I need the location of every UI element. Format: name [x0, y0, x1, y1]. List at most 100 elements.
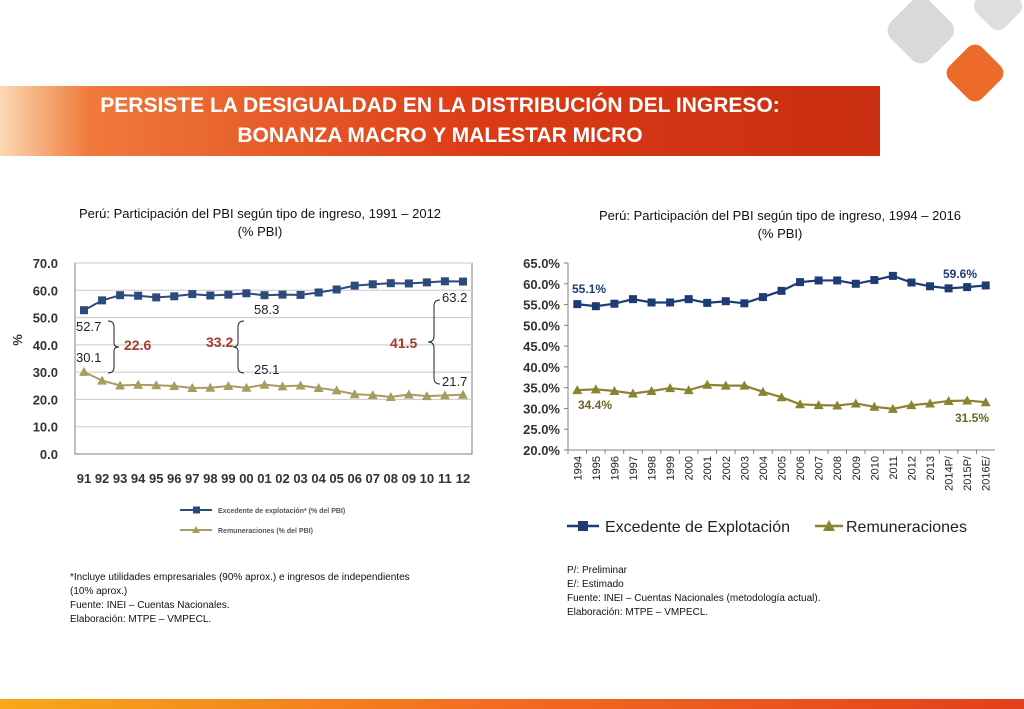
data-point-excedente — [458, 277, 467, 286]
data-point-excedente — [152, 293, 161, 302]
x-tick-label: 92 — [95, 471, 109, 486]
x-tick-label: 2015P/ — [962, 455, 974, 491]
right-chart-title-line1: Perú: Participación del PBI según tipo d… — [598, 208, 962, 223]
x-tick-label: 2006 — [795, 456, 807, 480]
legend-label: Excedente de explotación* (% del PBI) — [218, 508, 345, 515]
data-point-remuneraciones — [850, 398, 861, 408]
data-point-excedente — [98, 296, 107, 305]
right-chart: 20.0% 25.0% 30.0% 35.0% 40.0% 45.0% 50.0% 55.0%… — [523, 256, 995, 536]
x-tick-label: 07 — [366, 471, 380, 486]
x-tick-label: 02 — [275, 471, 289, 486]
bottom-accent-bar — [0, 699, 1024, 709]
data-point-remuneraciones — [349, 389, 360, 399]
data-point-remuneraciones — [627, 388, 638, 398]
right-note-4: Elaboración: MTPE – VMPECL. — [567, 607, 709, 618]
data-point-excedente — [870, 276, 879, 285]
annotation-59-6: 59.6% — [943, 267, 977, 281]
data-point-excedente — [134, 291, 143, 300]
data-point-remuneraciones — [813, 400, 824, 410]
x-tick-label: 09 — [402, 471, 416, 486]
data-point-excedente — [332, 285, 341, 294]
x-tick-label: 96 — [167, 471, 181, 486]
data-point-excedente — [851, 279, 860, 288]
y-tick-label: 30.0 — [33, 365, 58, 380]
data-point-excedente — [740, 299, 749, 308]
x-tick-label: 94 — [131, 471, 146, 486]
left-chart-title: Perú: Participación del PBI según tipo d… — [40, 205, 480, 241]
data-point-remuneraciones — [79, 366, 90, 376]
data-point-remuneraciones — [385, 391, 396, 401]
x-tick-label: 99 — [221, 471, 235, 486]
x-tick-label: 91 — [77, 471, 91, 486]
data-point-remuneraciones — [439, 390, 450, 400]
orange-diamond — [946, 44, 1004, 102]
data-point-excedente — [907, 278, 916, 287]
data-point-excedente — [610, 299, 619, 308]
right-chart-title: Perú: Participación del PBI según tipo d… — [560, 207, 1000, 243]
data-point-remuneraciones — [97, 375, 108, 385]
x-tick-label: 2012 — [906, 456, 918, 480]
data-point-remuneraciones — [169, 381, 180, 391]
x-tick-label: 2014P/ — [944, 455, 956, 491]
x-tick-label: 1997 — [628, 456, 640, 480]
data-point-excedente — [573, 300, 582, 309]
title-banner: PERSISTE LA DESIGUALDAD EN LA DISTRIBUCI… — [0, 86, 880, 156]
data-point-remuneraciones — [421, 391, 432, 401]
legend-label-excedente: Excedente de Explotación — [605, 519, 790, 536]
x-tick-label: 1998 — [647, 456, 659, 480]
annotation-diff-22-6: 22.6 — [124, 337, 151, 353]
x-tick-label: 2002 — [721, 456, 733, 480]
y-tick-label: 40.0% — [523, 360, 560, 375]
data-point-excedente — [666, 298, 675, 307]
data-point-remuneraciones — [151, 380, 162, 390]
data-point-remuneraciones — [295, 380, 306, 390]
data-point-remuneraciones — [720, 380, 731, 390]
y-tick-label: 45.0% — [523, 339, 560, 354]
legend-marker-remuneraciones — [192, 526, 200, 533]
data-point-remuneraciones — [739, 380, 750, 390]
data-point-excedente — [926, 282, 935, 291]
data-point-excedente — [206, 291, 215, 300]
annotation-diff-33-2: 33.2 — [206, 334, 233, 350]
data-point-remuneraciones — [795, 399, 806, 409]
right-note-3: Fuente: INEI – Cuentas Nacionales (metod… — [567, 593, 821, 604]
y-tick-label: 65.0% — [523, 256, 560, 271]
x-tick-label: 97 — [185, 471, 199, 486]
data-point-excedente — [296, 290, 305, 299]
x-tick-label: 03 — [293, 471, 307, 486]
data-point-excedente — [224, 290, 233, 299]
x-tick-label: 2000 — [684, 456, 696, 480]
annotation-52-7: 52.7 — [76, 319, 101, 334]
data-point-remuneraciones — [115, 380, 126, 390]
data-point-excedente — [796, 278, 805, 287]
data-point-remuneraciones — [869, 401, 880, 411]
data-point-remuneraciones — [241, 382, 252, 392]
bracket-1991 — [107, 320, 120, 374]
y-tick-label: 55.0% — [523, 298, 560, 313]
data-point-excedente — [170, 292, 179, 301]
data-point-remuneraciones — [367, 390, 378, 400]
data-point-remuneraciones — [403, 389, 414, 399]
data-point-remuneraciones — [887, 403, 898, 413]
right-note-2: E/: Estimado — [567, 579, 624, 590]
data-point-excedente — [628, 295, 637, 304]
x-tick-label: 12 — [456, 471, 470, 486]
data-point-remuneraciones — [962, 395, 973, 405]
legend-marker-remuneraciones — [823, 520, 835, 531]
legend-marker-excedente — [193, 506, 200, 514]
x-tick-label: 2003 — [739, 456, 751, 480]
data-point-excedente — [888, 271, 897, 280]
decorative-diamonds — [887, 0, 1023, 102]
left-chart-title-line1: Perú: Participación del PBI según tipo d… — [78, 206, 442, 221]
x-tick-label: 1999 — [665, 456, 677, 480]
legend-label: Remuneraciones (% del PBI) — [218, 528, 313, 535]
data-point-excedente — [647, 298, 656, 307]
annotation-34-4: 34.4% — [578, 398, 612, 412]
y-tick-label: 70.0 — [33, 256, 58, 271]
y-tick-label: 35.0% — [523, 381, 560, 396]
y-tick-label: 20.0 — [33, 392, 58, 407]
data-point-remuneraciones — [277, 381, 288, 391]
x-tick-label: 2013 — [925, 456, 937, 480]
data-point-remuneraciones — [665, 383, 676, 393]
x-tick-label: 2008 — [832, 456, 844, 480]
